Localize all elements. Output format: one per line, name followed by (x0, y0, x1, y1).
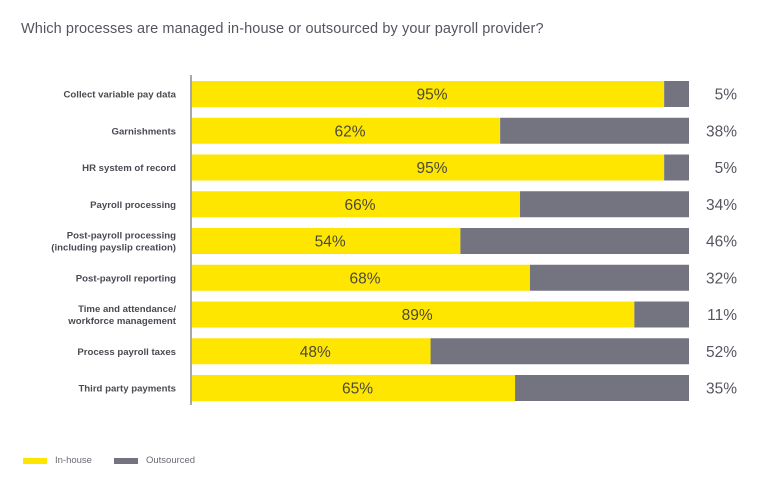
bar-outsourced-payroll-processing (520, 191, 689, 218)
legend-item-in-house: In-house (23, 455, 92, 466)
chart-title: Which processes are managed in-house or … (21, 21, 544, 37)
bar-outsourced-hr-system-of-record (664, 154, 689, 181)
bars-group (192, 81, 689, 401)
category-label-post-payroll-processing-including-payslip-creation: Post-payroll processing (including paysli… (51, 231, 176, 254)
bar-outsourced-garnishments (500, 117, 689, 144)
category-label-collect-variable-pay-data: Collect variable pay data (63, 90, 176, 101)
bar-outsourced-time-and-attendance-workforce-management (634, 301, 689, 328)
category-label-third-party-payments: Third party payments (78, 384, 176, 395)
bar-in-house-post-payroll-processing-including-payslip-creation (192, 228, 461, 254)
bar-outsourced-collect-variable-pay-data (664, 81, 689, 107)
value-label-outsourced-payroll-processing: 34% (706, 197, 737, 214)
category-label-post-payroll-reporting: Post-payroll reporting (76, 273, 176, 284)
value-label-outsourced-post-payroll-processing-including-payslip-creation: 46% (706, 234, 737, 251)
value-label-in-house-process-payroll-taxes: 48% (300, 344, 331, 361)
value-label-in-house-post-payroll-reporting: 68% (349, 270, 380, 287)
bar-in-house-garnishments (192, 117, 501, 144)
category-label-time-and-attendance-workforce-management: Time and attendance/workforce management (67, 304, 177, 327)
value-label-outsourced-process-payroll-taxes: 52% (706, 344, 737, 361)
bar-in-house-post-payroll-reporting (192, 264, 530, 291)
value-label-in-house-collect-variable-pay-data: 95% (417, 87, 448, 104)
value-label-outsourced-third-party-payments: 35% (706, 381, 737, 398)
value-label-outsourced-garnishments: 38% (706, 123, 737, 140)
legend-swatch-in-house (23, 457, 47, 464)
value-label-outsourced-hr-system-of-record: 5% (715, 160, 738, 177)
value-label-outsourced-post-payroll-reporting: 32% (706, 270, 737, 287)
value-label-in-house-payroll-processing: 66% (344, 197, 375, 214)
category-label-garnishments: Garnishments (111, 126, 176, 137)
value-label-outsourced-time-and-attendance-workforce-management: 11% (707, 307, 737, 324)
bar-in-house-collect-variable-pay-data (192, 81, 665, 107)
bar-in-house-payroll-processing (192, 191, 521, 218)
category-label-process-payroll-taxes: Process payroll taxes (77, 347, 176, 358)
bar-in-house-process-payroll-taxes (192, 338, 431, 365)
bar-outsourced-post-payroll-reporting (529, 264, 689, 291)
value-label-in-house-post-payroll-processing-including-payslip-creation: 54% (315, 234, 346, 251)
value-label-in-house-garnishments: 62% (335, 123, 366, 140)
bar-in-house-hr-system-of-record (192, 154, 665, 181)
legend-label-outsourced: Outsourced (145, 455, 196, 466)
legend-label-in-house: In-house (55, 455, 92, 466)
bar-in-house-time-and-attendance-workforce-management (192, 301, 635, 328)
value-label-in-house-time-and-attendance-workforce-management: 89% (402, 307, 433, 324)
bar-outsourced-post-payroll-processing-including-payslip-creation (460, 228, 689, 254)
labels-group: Collect variable pay data 95% 5% Garnishmen… (51, 87, 737, 398)
bar-in-house-third-party-payments (192, 375, 516, 401)
value-label-in-house-hr-system-of-record: 95% (417, 160, 448, 177)
category-label-hr-system-of-record: HR system of record (82, 163, 176, 174)
value-label-in-house-third-party-payments: 65% (342, 381, 373, 398)
legend: In-house Outsourced (23, 455, 217, 466)
value-label-outsourced-collect-variable-pay-data: 5% (715, 87, 738, 104)
legend-item-outsourced: Outsourced (113, 455, 196, 466)
bar-outsourced-third-party-payments (515, 375, 689, 401)
category-label-payroll-processing: Payroll processing (90, 200, 176, 211)
bar-outsourced-process-payroll-taxes (430, 338, 689, 365)
legend-swatch-outsourced (113, 457, 138, 464)
